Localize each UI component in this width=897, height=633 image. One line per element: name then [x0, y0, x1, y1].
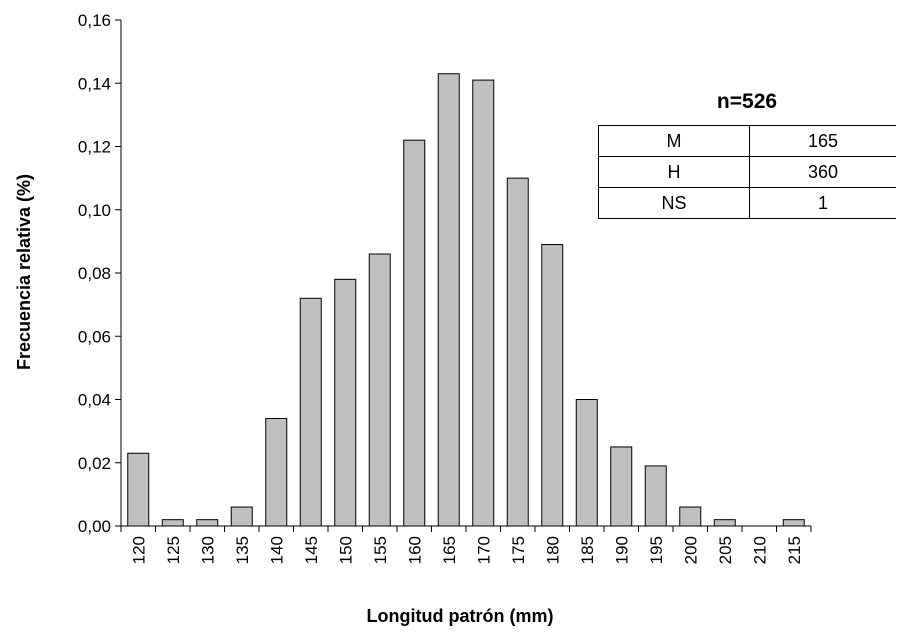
bars-group: [127, 73, 805, 527]
bar-190: [610, 446, 633, 527]
bar-195: [644, 465, 667, 527]
x-ticks-group: 120 125 130 135 140 145 150 155 160 165 170 175 180 1…: [120, 526, 812, 564]
bar-120: [127, 452, 150, 527]
bar-155: [368, 253, 391, 527]
y-tick-label: 0,14: [78, 74, 111, 93]
bar-135: [230, 506, 253, 527]
y-tick-label: 0,06: [78, 327, 111, 346]
bar-125: [161, 519, 184, 527]
x-tick-label: 140: [267, 536, 286, 564]
y-tick-label: 0,10: [78, 201, 111, 220]
y-tick-label: 0,08: [78, 264, 111, 283]
x-tick-label: 170: [474, 536, 493, 564]
y-tick-label: 0,04: [78, 391, 111, 410]
row-key: NS: [598, 187, 750, 219]
row-value: 165: [749, 125, 896, 157]
x-tick-label: 180: [543, 536, 562, 564]
table-row: H 360: [598, 156, 896, 188]
x-tick-label: 120: [129, 536, 148, 564]
bar-215: [782, 519, 805, 527]
y-tick-label: 0,16: [78, 11, 111, 30]
row-key: H: [598, 156, 750, 188]
x-tick-label: 145: [302, 536, 321, 564]
y-ticks-group: 0,00 0,02 0,04 0,06 0,08 0,10 0,12 0,14 0,16: [78, 11, 121, 536]
summary-table: M 165 H 360 NS 1: [598, 125, 896, 219]
bar-200: [679, 506, 702, 527]
y-tick-label: 0,02: [78, 454, 111, 473]
table-row: NS 1: [598, 187, 896, 219]
x-tick-label: 165: [440, 536, 459, 564]
bar-205: [713, 519, 736, 527]
x-tick-label: 190: [612, 536, 631, 564]
x-tick-label: 205: [716, 536, 735, 564]
x-tick-label: 160: [405, 536, 424, 564]
x-tick-label: 175: [509, 536, 528, 564]
x-tick-label: 135: [233, 536, 252, 564]
x-tick-label: 215: [785, 536, 804, 564]
y-tick-label: 0,12: [78, 138, 111, 157]
bar-175: [506, 177, 529, 527]
x-tick-label: 155: [371, 536, 390, 564]
bar-145: [299, 297, 322, 527]
x-tick-label: 210: [750, 536, 769, 564]
bar-165: [437, 73, 460, 527]
y-tick-label: 0,00: [78, 517, 111, 536]
row-value: 1: [749, 187, 896, 219]
x-axis-title: Longitud patrón (mm): [367, 606, 554, 626]
x-tick-label: 185: [578, 536, 597, 564]
x-tick-label: 195: [647, 536, 666, 564]
x-tick-label: 150: [336, 536, 355, 564]
x-tick-label: 200: [681, 536, 700, 564]
bar-170: [472, 79, 495, 527]
bar-180: [541, 244, 564, 527]
row-value: 360: [749, 156, 896, 188]
sample-size-title: n=526: [716, 90, 778, 113]
bar-130: [196, 519, 219, 527]
bar-150: [334, 278, 357, 527]
bar-185: [575, 399, 598, 527]
x-tick-label: 125: [164, 536, 183, 564]
summary-inset: n=526 M 165 H 360 NS 1: [598, 87, 896, 219]
bar-140: [265, 417, 288, 527]
x-tick-label: 130: [198, 536, 217, 564]
bar-160: [403, 139, 426, 527]
row-key: M: [598, 125, 750, 157]
table-row: M 165: [598, 125, 896, 157]
y-axis-title: Frecuencia relativa (%): [14, 174, 34, 370]
